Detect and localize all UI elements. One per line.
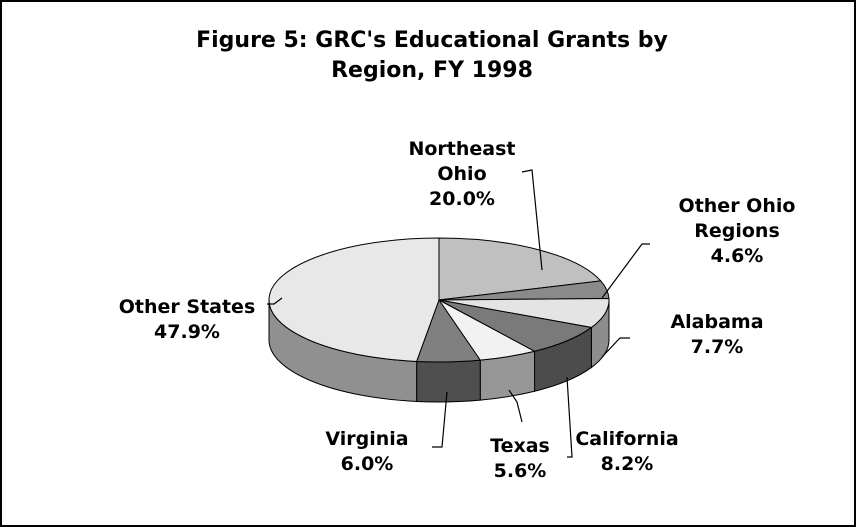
slice-value-label: 5.6%: [493, 460, 547, 482]
slice-value-label: 20.0%: [429, 188, 495, 210]
pie-slice: [438, 299, 593, 352]
pie-slice: [438, 237, 602, 301]
chart-title: Figure 5: GRC's Educational Grants by Re…: [196, 28, 668, 83]
leader-line: [601, 243, 650, 299]
slice-value-label: 6.0%: [340, 453, 394, 475]
slice-label: California: [575, 428, 679, 450]
leader-line: [267, 297, 283, 305]
slice-label: Virginia: [325, 428, 409, 450]
slice-label: Other Ohio Regions: [678, 195, 796, 242]
slice-value-label: 7.7%: [690, 336, 744, 358]
slice-value-label: 4.6%: [710, 245, 764, 267]
pie-slice: [268, 237, 440, 362]
leader-line: [521, 169, 543, 271]
slice-label: Texas: [490, 435, 550, 457]
slice-label: Northeast Ohio: [408, 138, 516, 185]
leader-line: [432, 391, 448, 448]
slice-label: Alabama: [670, 311, 764, 333]
leader-line: [601, 337, 630, 358]
slice-value-label: 47.9%: [154, 321, 220, 343]
slice-label: Other States: [118, 296, 256, 318]
slice-value-label: 8.2%: [600, 453, 654, 475]
leader-line: [566, 376, 573, 458]
pie-slice-side: [416, 359, 481, 403]
leader-line: [508, 389, 523, 423]
